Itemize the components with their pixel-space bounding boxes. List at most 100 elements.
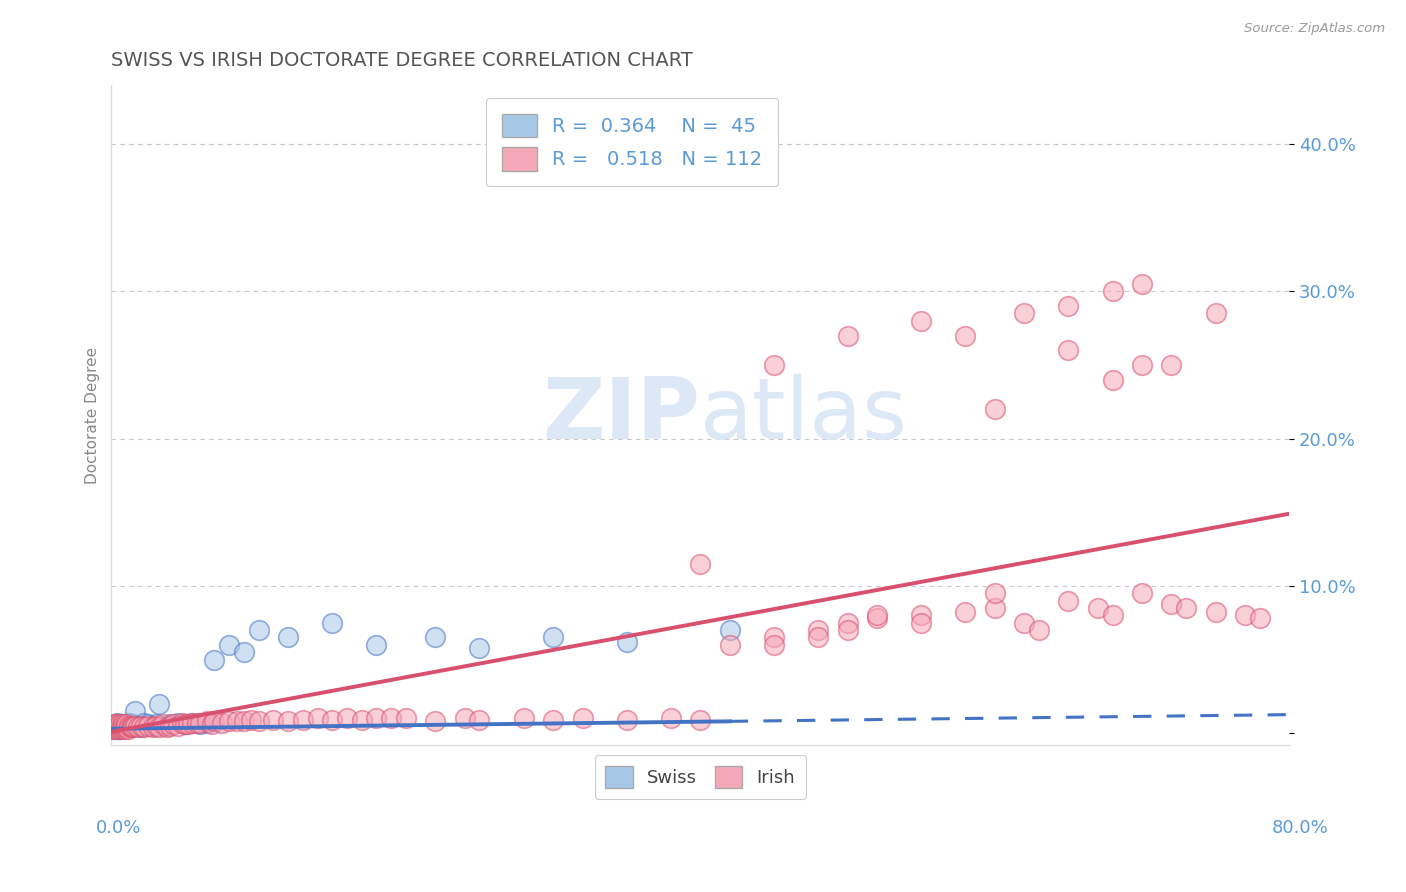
- Point: [225, 714, 247, 729]
- Point: [101, 722, 124, 736]
- Point: [166, 719, 188, 733]
- Point: [955, 328, 977, 343]
- Point: [1012, 615, 1035, 630]
- Point: [117, 722, 139, 736]
- Point: [1101, 285, 1123, 299]
- Point: [718, 638, 741, 652]
- Point: [984, 586, 1007, 600]
- Point: [103, 717, 125, 731]
- Point: [218, 638, 240, 652]
- Point: [1130, 586, 1153, 600]
- Point: [118, 719, 141, 733]
- Point: [136, 719, 159, 733]
- Point: [1101, 608, 1123, 623]
- Point: [350, 713, 373, 727]
- Point: [103, 719, 125, 733]
- Point: [112, 719, 135, 733]
- Point: [541, 713, 564, 727]
- Point: [512, 711, 534, 725]
- Point: [122, 717, 145, 731]
- Point: [240, 713, 263, 727]
- Point: [955, 606, 977, 620]
- Point: [762, 358, 785, 372]
- Point: [159, 717, 181, 731]
- Point: [104, 722, 127, 736]
- Point: [115, 717, 138, 731]
- Point: [110, 722, 132, 736]
- Point: [837, 615, 859, 630]
- Point: [1087, 601, 1109, 615]
- Point: [616, 713, 638, 727]
- Point: [1057, 299, 1080, 313]
- Point: [247, 623, 270, 637]
- Point: [159, 719, 181, 733]
- Point: [166, 715, 188, 730]
- Point: [195, 714, 218, 729]
- Point: [111, 722, 134, 736]
- Point: [425, 714, 447, 729]
- Point: [122, 720, 145, 734]
- Text: atlas: atlas: [700, 374, 908, 457]
- Point: [468, 713, 491, 727]
- Point: [541, 631, 564, 645]
- Point: [1101, 373, 1123, 387]
- Point: [1205, 606, 1227, 620]
- Point: [105, 715, 128, 730]
- Point: [1028, 623, 1050, 637]
- Point: [110, 720, 132, 734]
- Point: [232, 645, 254, 659]
- Point: [232, 714, 254, 729]
- Point: [105, 717, 128, 731]
- Point: [107, 717, 129, 731]
- Point: [112, 720, 135, 734]
- Point: [115, 720, 138, 734]
- Point: [110, 719, 132, 733]
- Point: [107, 722, 129, 736]
- Point: [1234, 608, 1257, 623]
- Point: [1012, 306, 1035, 320]
- Point: [689, 713, 711, 727]
- Point: [1175, 601, 1198, 615]
- Point: [120, 720, 142, 734]
- Point: [124, 704, 146, 718]
- Point: [104, 717, 127, 731]
- Point: [200, 717, 222, 731]
- Point: [114, 719, 136, 733]
- Point: [1057, 593, 1080, 607]
- Point: [1160, 358, 1182, 372]
- Point: [110, 717, 132, 731]
- Point: [177, 717, 200, 731]
- Point: [127, 720, 149, 734]
- Point: [148, 697, 170, 711]
- Point: [204, 714, 226, 729]
- Point: [910, 314, 932, 328]
- Point: [984, 402, 1007, 417]
- Text: SWISS VS IRISH DOCTORATE DEGREE CORRELATION CHART: SWISS VS IRISH DOCTORATE DEGREE CORRELAT…: [111, 51, 693, 70]
- Point: [127, 719, 149, 733]
- Point: [132, 720, 155, 734]
- Point: [188, 715, 211, 730]
- Point: [104, 719, 127, 733]
- Point: [866, 608, 889, 623]
- Point: [136, 717, 159, 731]
- Point: [837, 328, 859, 343]
- Point: [145, 719, 167, 733]
- Point: [1130, 358, 1153, 372]
- Point: [984, 601, 1007, 615]
- Point: [762, 631, 785, 645]
- Point: [262, 713, 284, 727]
- Text: Source: ZipAtlas.com: Source: ZipAtlas.com: [1244, 22, 1385, 36]
- Text: ZIP: ZIP: [543, 374, 700, 457]
- Point: [659, 711, 682, 725]
- Point: [120, 720, 142, 734]
- Point: [129, 720, 152, 734]
- Point: [211, 715, 233, 730]
- Point: [101, 722, 124, 736]
- Point: [103, 720, 125, 734]
- Point: [571, 711, 593, 725]
- Point: [866, 611, 889, 625]
- Point: [425, 631, 447, 645]
- Point: [124, 719, 146, 733]
- Point: [321, 713, 343, 727]
- Point: [1057, 343, 1080, 358]
